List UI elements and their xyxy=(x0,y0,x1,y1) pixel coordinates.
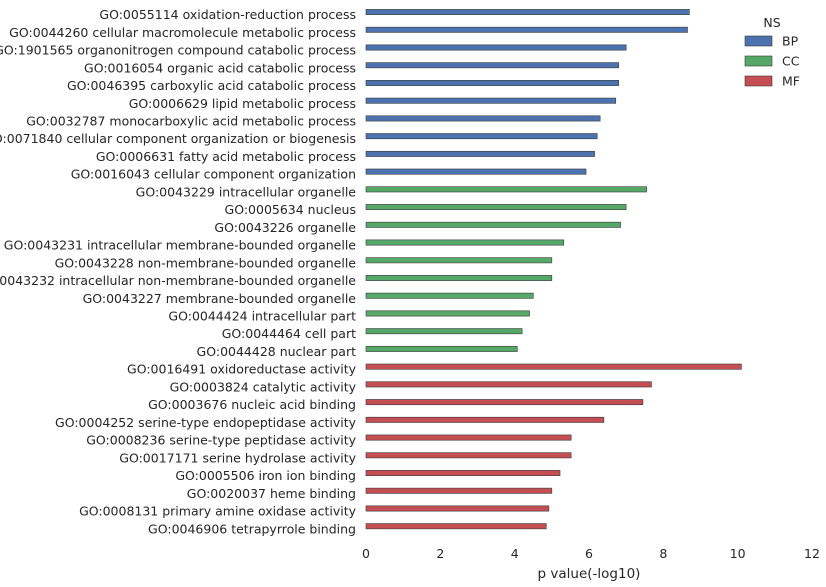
bar-go-0044464 xyxy=(365,328,523,335)
bar-go-0006631 xyxy=(365,150,595,157)
category-label-go-0008236: GO:0008236 serine-type peptidase activit… xyxy=(86,433,356,448)
category-label-go-0016054: GO:0016054 organic acid catabolic proces… xyxy=(84,60,356,75)
category-label-go-0044464: GO:0044464 cell part xyxy=(222,326,356,341)
category-label-go-0016043: GO:0016043 cellular component organizati… xyxy=(71,167,356,182)
bar-go-0046395 xyxy=(365,80,620,86)
category-label-go-0044424: GO:0044424 intracellular part xyxy=(168,309,356,324)
x-tick-label-2: 2 xyxy=(436,546,444,561)
bar-go-0044428 xyxy=(365,345,518,352)
bar-go-0043228 xyxy=(365,257,553,264)
legend-swatch-bp xyxy=(744,35,773,47)
category-label-go-0044260: GO:0044260 cellular macromolecule metabo… xyxy=(9,25,356,40)
category-label-go-0003676: GO:0003676 nucleic acid binding xyxy=(148,397,356,412)
category-label-go-0032787: GO:0032787 monocarboxylic acid metabolic… xyxy=(26,113,356,128)
bar-go-0016043 xyxy=(365,168,587,175)
category-label-go-0043228: GO:0043228 non-membrane-bounded organell… xyxy=(55,255,357,270)
bar-go-0043229 xyxy=(365,186,647,193)
legend-swatch-mf xyxy=(744,75,773,87)
bar-go-0005506 xyxy=(365,470,561,476)
x-tick-label-12: 12 xyxy=(804,546,820,561)
legend-label-cc: CC xyxy=(782,54,800,69)
category-label-go-0006629: GO:0006629 lipid metabolic process xyxy=(129,96,356,111)
x-tick-label-4: 4 xyxy=(511,546,519,561)
bar-go-0004252 xyxy=(365,416,605,423)
legend: NS BP CC MF xyxy=(744,15,800,89)
category-label-go-0044428: GO:0044428 nuclear part xyxy=(197,344,357,359)
category-label-go-0043229: GO:0043229 intracellular organelle xyxy=(136,184,357,199)
bar-go-0044424 xyxy=(365,310,530,317)
bar-go-0016054 xyxy=(365,62,620,69)
legend-swatch-cc xyxy=(744,55,773,67)
legend-label-mf: MF xyxy=(782,74,800,89)
category-label-go-0043226: GO:0043226 organelle xyxy=(214,220,356,235)
category-label-go-0017171: GO:0017171 serine hydrolase activity xyxy=(119,450,356,465)
bars-group xyxy=(365,9,742,530)
bar-go-0020037 xyxy=(365,487,553,494)
x-tick-label-0: 0 xyxy=(362,546,370,561)
bar-go-0017171 xyxy=(365,452,572,459)
bar-go-0006629 xyxy=(365,97,617,104)
category-label-go-0005634: GO:0005634 nucleus xyxy=(225,202,356,217)
bar-go-0016491 xyxy=(365,363,742,370)
bar-go-0008236 xyxy=(365,434,572,441)
bar-go-0044260 xyxy=(365,26,688,33)
bar-go-0032787 xyxy=(365,115,601,122)
legend-entries: BP CC MF xyxy=(744,34,800,89)
x-axis-ticks-group: 0 2 4 6 8 10 12 xyxy=(362,546,820,561)
category-label-go-0020037: GO:0020037 heme binding xyxy=(187,486,356,501)
category-label-go-0005506: GO:0005506 iron ion binding xyxy=(175,468,356,483)
bar-go-0043231 xyxy=(365,239,565,246)
category-label-go-0043231: GO:0043231 intracellular membrane-bounde… xyxy=(4,238,357,253)
bar-go-0043232 xyxy=(365,275,553,281)
x-tick-label-10: 10 xyxy=(730,546,746,561)
bar-go-0055114 xyxy=(365,9,690,15)
bar-go-0046906 xyxy=(365,523,547,530)
legend-label-bp: BP xyxy=(782,34,799,49)
x-tick-label-8: 8 xyxy=(659,546,667,561)
category-label-go-0055114: GO:0055114 oxidation-reduction process xyxy=(99,7,356,22)
bar-go-0043227 xyxy=(365,292,534,299)
category-label-go-0003824: GO:0003824 catalytic activity xyxy=(170,379,357,394)
category-label-go-0008131: GO:0008131 primary amine oxidase activit… xyxy=(79,504,357,519)
legend-title: NS xyxy=(763,15,780,30)
category-label-go-0043227: GO:0043227 membrane-bounded organelle xyxy=(83,291,357,306)
bar-go-0003676 xyxy=(365,399,644,406)
bar-go-0003824 xyxy=(365,381,652,388)
category-labels-group: GO:0055114 oxidation-reduction process GO… xyxy=(0,7,357,536)
category-label-go-0016491: GO:0016491 oxidoreductase activity xyxy=(127,362,357,377)
category-label-go-0043232: GO:0043232 intracellular non-membrane-bo… xyxy=(0,273,356,288)
category-label-go-0004252: GO:0004252 serine-type endopeptidase act… xyxy=(55,415,357,430)
category-label-go-0046906: GO:0046906 tetrapyrrole binding xyxy=(148,521,356,536)
category-label-go-0071840: GO:0071840 cellular component organizati… xyxy=(0,131,356,146)
x-axis-label: p value(-log10) xyxy=(538,566,641,582)
bar-go-0008131 xyxy=(365,505,550,512)
bar-go-0071840 xyxy=(365,133,598,140)
category-label-go-0046395: GO:0046395 carboxylic acid catabolic pro… xyxy=(67,78,356,93)
x-tick-label-6: 6 xyxy=(585,546,593,561)
bar-go-0043226 xyxy=(365,221,621,228)
category-label-go-0006631: GO:0006631 fatty acid metabolic process xyxy=(96,149,356,164)
category-label-go-1901565: GO:1901565 organonitrogen compound catab… xyxy=(0,43,356,58)
bar-go-1901565 xyxy=(365,44,627,51)
bar-go-0005634 xyxy=(365,204,627,211)
